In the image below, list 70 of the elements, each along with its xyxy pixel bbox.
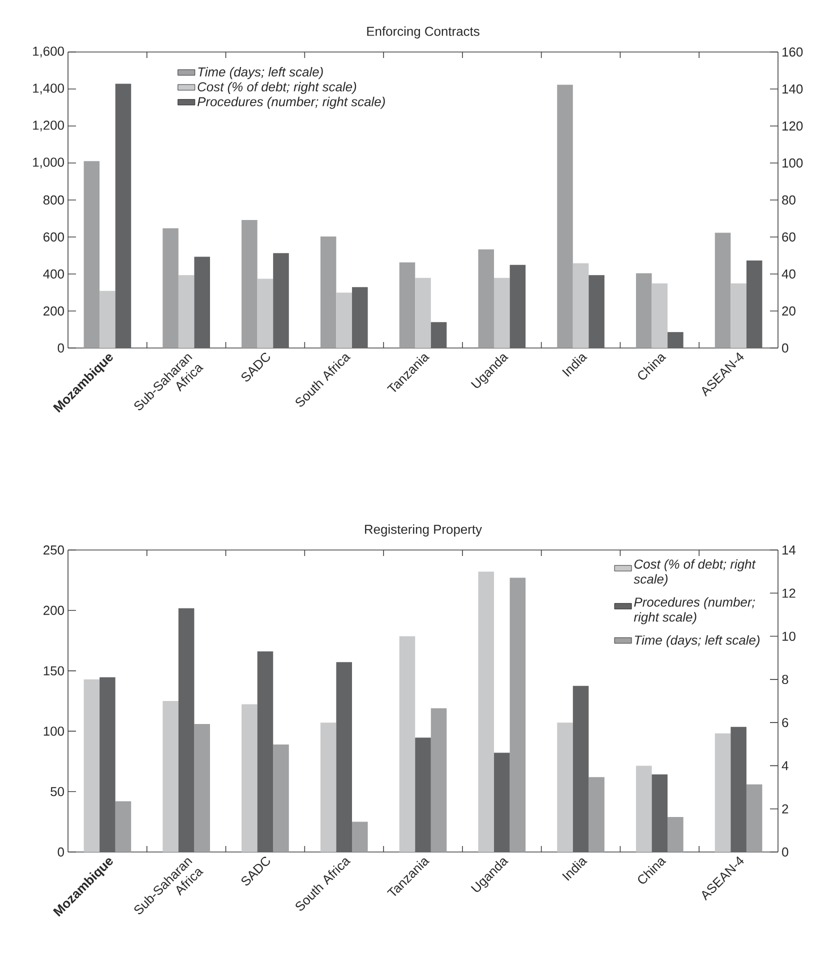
bar xyxy=(115,801,132,852)
bar xyxy=(478,572,494,852)
bar xyxy=(242,704,258,852)
bar xyxy=(352,287,368,348)
bar xyxy=(510,264,526,348)
bar xyxy=(557,84,573,348)
y-tick-label: 0 xyxy=(58,847,64,857)
bar xyxy=(430,322,447,348)
legend-label: Procedures (number; right scale) xyxy=(634,597,755,624)
legend-label: Cost (% of debt; right scale) xyxy=(634,559,756,586)
y2-tick-label: 140 xyxy=(782,84,803,94)
bar xyxy=(652,774,668,852)
bar xyxy=(84,161,100,348)
y-tick-label: 600 xyxy=(44,232,64,242)
y2-tick-label: 8 xyxy=(782,674,788,684)
bar xyxy=(320,722,336,852)
y-tick-label: 1,200 xyxy=(33,120,64,132)
legend-label: Time (days; left scale) xyxy=(634,635,760,648)
y2-tick-label: 10 xyxy=(782,632,796,641)
y2-tick-label: 100 xyxy=(782,158,803,168)
bar xyxy=(714,733,731,852)
y-tick-label: 150 xyxy=(44,666,64,676)
y2-tick-label: 4 xyxy=(782,761,788,770)
bar xyxy=(320,236,336,348)
y-tick-label: 800 xyxy=(43,195,64,205)
bar xyxy=(84,679,100,852)
bar xyxy=(668,332,684,348)
bar xyxy=(100,290,116,348)
legend-label: Cost (% of debt; right scale) xyxy=(198,82,356,94)
y-tick-label: 200 xyxy=(44,306,64,316)
y2-tick-label: 14 xyxy=(782,546,796,554)
y-tick-label: 1,600 xyxy=(33,46,64,58)
y2-tick-label: 160 xyxy=(782,47,803,57)
bar xyxy=(572,263,589,348)
bar xyxy=(746,260,762,348)
y-tick-label: 1,400 xyxy=(33,84,64,94)
y-tick-label: 50 xyxy=(50,787,64,796)
y-tick-label: 0 xyxy=(58,343,64,353)
y2-tick-label: 120 xyxy=(782,121,803,131)
bar xyxy=(510,578,526,852)
bar xyxy=(100,677,116,852)
bar xyxy=(115,84,132,348)
bar xyxy=(636,766,652,852)
bar xyxy=(352,822,368,852)
bar xyxy=(336,662,352,852)
bar xyxy=(399,636,416,852)
legend-label: Time (days; left scale) xyxy=(198,67,323,80)
bar xyxy=(273,253,289,348)
y-tick-label: 400 xyxy=(43,269,64,279)
bar xyxy=(162,700,178,852)
y2-tick-label: 0 xyxy=(782,847,788,857)
chart-title: Enforcing Contracts xyxy=(367,26,480,38)
bar xyxy=(588,275,604,348)
y2-tick-label: 0 xyxy=(782,343,788,353)
y-tick-label: 100 xyxy=(44,726,64,736)
y-tick-label: 250 xyxy=(44,545,64,555)
y2-tick-label: 60 xyxy=(782,232,796,242)
y2-tick-label: 12 xyxy=(782,588,796,598)
y2-tick-label: 40 xyxy=(782,269,796,279)
legend-label: Procedures (number; right scale) xyxy=(197,96,385,109)
bar xyxy=(572,686,589,852)
bar xyxy=(194,256,210,348)
y2-tick-label: 80 xyxy=(782,195,796,205)
y2-tick-label: 20 xyxy=(782,306,796,316)
y2-tick-label: 2 xyxy=(782,804,788,814)
y2-tick-label: 6 xyxy=(782,718,788,728)
chart-title: Registering Property xyxy=(365,524,482,536)
y-tick-label: 1,000 xyxy=(33,158,64,168)
y-tick-label: 200 xyxy=(44,606,64,615)
bar xyxy=(557,722,573,852)
